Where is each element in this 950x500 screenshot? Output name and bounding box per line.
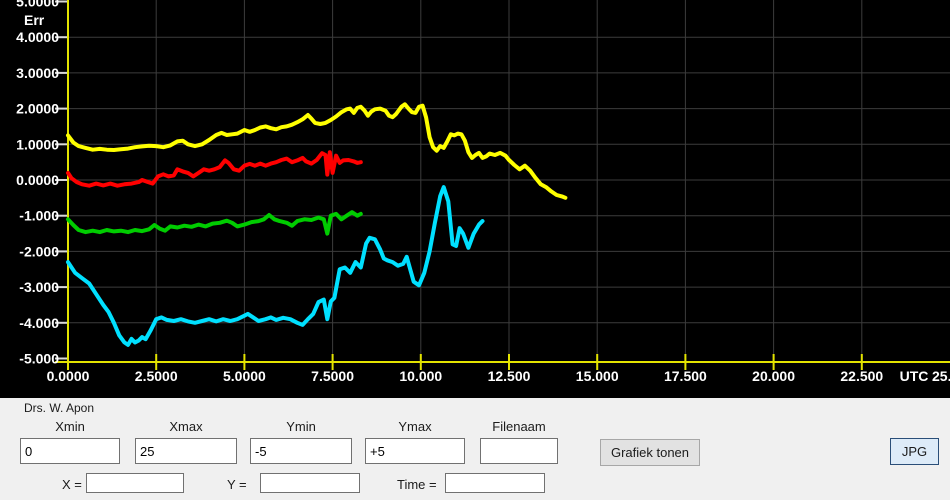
x-tick-label: 17.500 [664, 368, 707, 384]
x-tick-label: 7.5000 [311, 368, 354, 384]
time-readout-input[interactable] [445, 473, 545, 493]
y-tick-label: 0.0000 [16, 172, 59, 188]
x-tick-label: 25. [932, 368, 950, 384]
y-tick-label: -3.000 [19, 279, 59, 295]
filenaam-input[interactable] [480, 438, 558, 464]
time-readout-label: Time = [397, 477, 437, 492]
jpg-button[interactable]: JPG [890, 438, 939, 465]
y-tick-label: 1.0000 [16, 136, 59, 152]
y-readout-label: Y = [227, 477, 247, 492]
x-tick-label: 22.500 [840, 368, 883, 384]
ymin-input[interactable] [250, 438, 352, 464]
y-tick-label: 2.0000 [16, 101, 59, 117]
ymax-label: Ymax [398, 419, 432, 434]
x-tick-label: 2.5000 [135, 368, 178, 384]
control-panel: Drs. W. Apon Xmin Xmax Ymin Ymax Filenaa… [0, 398, 950, 500]
filenaam-label: Filenaam [492, 419, 546, 434]
plot-title: Err [24, 12, 45, 28]
x-readout-input[interactable] [86, 473, 184, 493]
author-label: Drs. W. Apon [24, 401, 95, 415]
ymin-label: Ymin [286, 419, 316, 434]
error-trace-yellow [66, 102, 568, 200]
xmin-field-group: Xmin [20, 419, 120, 464]
x-tick-label: 5.0000 [223, 368, 266, 384]
y-tick-label: -2.000 [19, 243, 59, 259]
xmin-input[interactable] [20, 438, 120, 464]
y-tick-label: 4.0000 [16, 29, 59, 45]
y-tick-label: -4.000 [19, 315, 59, 331]
filenaam-field-group: Filenaam [480, 419, 558, 464]
x-tick-label: 10.000 [399, 368, 442, 384]
x-tick-label: 12.500 [488, 368, 531, 384]
y-tick-label: 3.0000 [16, 65, 59, 81]
plot-svg: 5.0000 4.0000 3.0000 2.0000 1.0000 0.0000 -1.0… [16, 0, 950, 384]
xmax-field-group: Xmax [135, 419, 237, 464]
xmax-input[interactable] [135, 438, 237, 464]
xmax-label: Xmax [169, 419, 203, 434]
grafiek-tonen-button[interactable]: Grafiek tonen [600, 439, 700, 466]
y-readout-input[interactable] [260, 473, 360, 493]
y-tick-label: -1.000 [19, 208, 59, 224]
x-readout-label: X = [62, 477, 82, 492]
ymin-field-group: Ymin [250, 419, 352, 464]
ymax-field-group: Ymax [365, 419, 465, 464]
error-trace-cyan [66, 185, 485, 347]
x-tick-label: 0.0000 [47, 368, 90, 384]
y-tick-label: -5.000 [19, 351, 59, 367]
error-trace-green [66, 210, 363, 236]
y-tick-label: 5.0000 [16, 0, 59, 10]
error-trace-red [66, 150, 363, 188]
error-plot[interactable]: 5.0000 4.0000 3.0000 2.0000 1.0000 0.0000 -1.0… [0, 0, 950, 398]
ymax-input[interactable] [365, 438, 465, 464]
x-tick-label: 20.000 [752, 368, 795, 384]
x-axis-unit-label: UTC [900, 368, 929, 384]
x-tick-label: 15.000 [576, 368, 619, 384]
xmin-label: Xmin [55, 419, 85, 434]
